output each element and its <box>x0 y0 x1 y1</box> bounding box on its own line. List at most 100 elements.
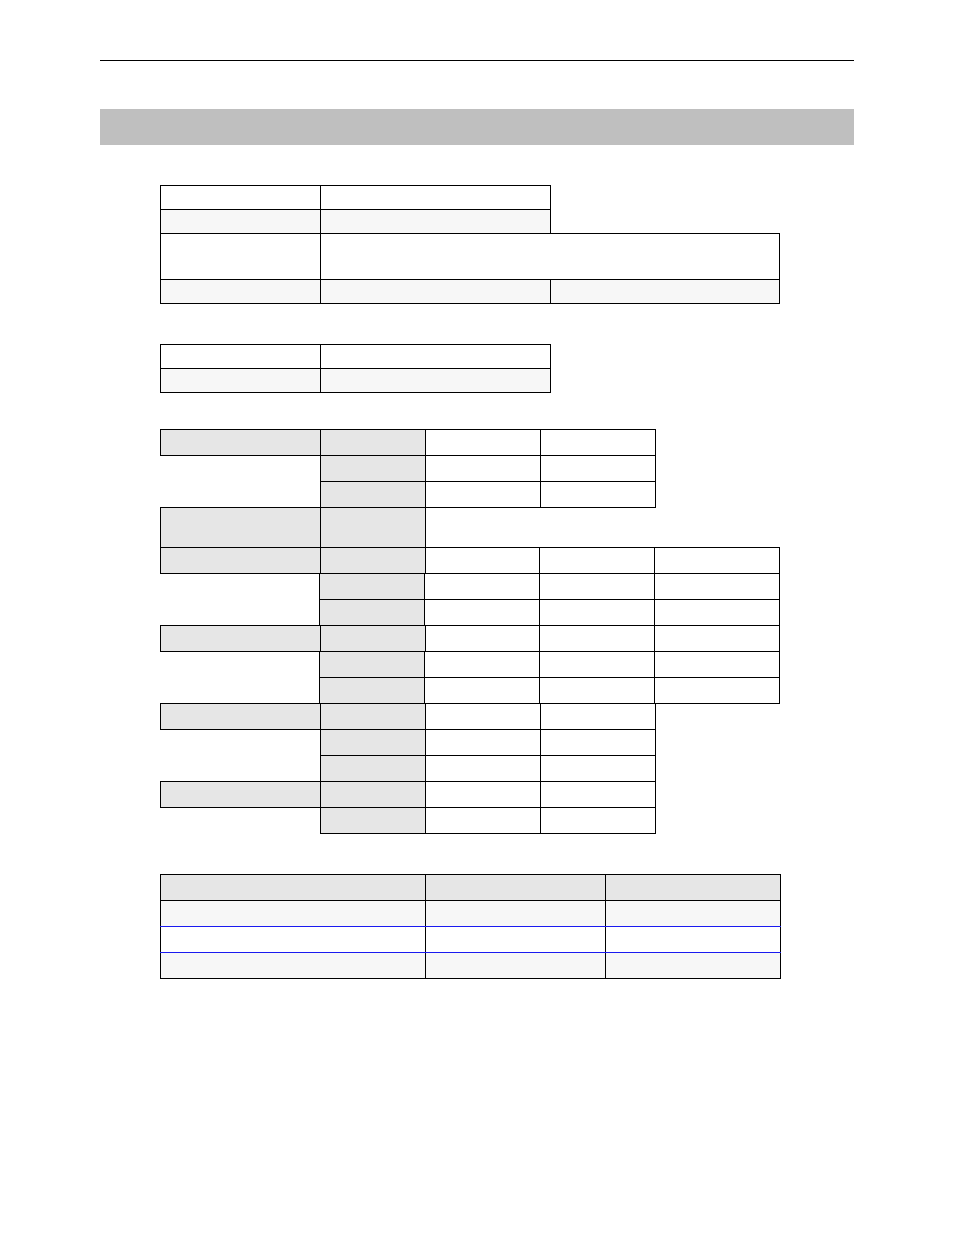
cell <box>425 626 540 652</box>
stats-block <box>160 429 854 834</box>
table-row <box>161 186 780 210</box>
cell <box>160 756 320 782</box>
table-row <box>160 574 780 600</box>
cell <box>540 482 655 508</box>
cell <box>320 808 425 834</box>
cell <box>320 482 425 508</box>
table-row <box>160 482 655 508</box>
cell <box>425 808 540 834</box>
section-bar <box>100 109 854 145</box>
table-row <box>160 600 780 626</box>
table-row <box>161 548 780 574</box>
cell <box>161 953 426 979</box>
cell <box>425 548 540 574</box>
cell <box>160 600 320 626</box>
identification-table <box>160 185 780 304</box>
table-row <box>160 678 780 704</box>
cell <box>606 875 781 901</box>
cell <box>161 704 321 730</box>
table-row <box>160 756 655 782</box>
cell <box>321 430 426 456</box>
top-rule <box>100 60 854 61</box>
cell <box>161 280 321 304</box>
cell <box>161 186 321 210</box>
table-row <box>160 456 655 482</box>
cell <box>161 548 321 574</box>
cell <box>540 456 655 482</box>
cell <box>160 808 320 834</box>
cell <box>425 600 540 626</box>
cell <box>161 369 321 393</box>
cell <box>655 600 780 626</box>
cell <box>160 574 320 600</box>
cell <box>161 234 321 280</box>
cell <box>541 430 656 456</box>
table-row <box>161 901 781 927</box>
table-row <box>161 210 780 234</box>
cell <box>540 548 655 574</box>
cell <box>655 548 780 574</box>
cell <box>655 678 780 704</box>
cell <box>160 456 320 482</box>
cell <box>655 652 780 678</box>
cell <box>425 730 540 756</box>
table-row <box>161 704 656 730</box>
cell <box>161 210 321 234</box>
cell <box>606 953 781 979</box>
cell <box>321 280 551 304</box>
table-row <box>161 953 781 979</box>
table-row <box>160 652 780 678</box>
small-table <box>160 344 551 393</box>
cell <box>425 652 540 678</box>
cell <box>321 234 780 280</box>
cell <box>426 953 606 979</box>
cell <box>540 574 655 600</box>
stats-table <box>160 429 780 834</box>
cell <box>426 430 541 456</box>
cell <box>160 482 320 508</box>
cell <box>160 678 320 704</box>
cell <box>161 927 426 953</box>
cell <box>425 482 540 508</box>
cell <box>320 574 425 600</box>
cell <box>321 210 551 234</box>
table-row <box>161 430 656 456</box>
cell <box>425 678 540 704</box>
cell <box>541 704 656 730</box>
cell <box>321 186 551 210</box>
cell <box>425 456 540 482</box>
table-row <box>160 730 655 756</box>
cell <box>320 678 425 704</box>
cell <box>540 600 655 626</box>
cell <box>321 508 426 548</box>
cell <box>540 652 655 678</box>
table-row <box>161 345 551 369</box>
cell <box>551 280 780 304</box>
cell <box>540 626 655 652</box>
table-row <box>161 369 551 393</box>
cell <box>426 704 541 730</box>
cell <box>540 678 655 704</box>
programs-table <box>160 874 781 979</box>
cell <box>321 704 426 730</box>
cell <box>320 756 425 782</box>
cell <box>540 730 655 756</box>
cell <box>540 756 655 782</box>
cell <box>655 626 780 652</box>
cell <box>426 901 606 927</box>
table-row <box>161 508 426 548</box>
cell <box>541 782 656 808</box>
table-row <box>161 626 780 652</box>
cell <box>161 430 321 456</box>
identification-block <box>160 185 854 304</box>
cell <box>425 756 540 782</box>
table-row <box>160 808 655 834</box>
table-row <box>161 782 656 808</box>
cell <box>320 652 425 678</box>
cell <box>161 782 321 808</box>
cell <box>321 369 551 393</box>
cell <box>321 782 426 808</box>
cell <box>161 875 426 901</box>
programs-block <box>160 874 854 979</box>
cell <box>161 508 321 548</box>
